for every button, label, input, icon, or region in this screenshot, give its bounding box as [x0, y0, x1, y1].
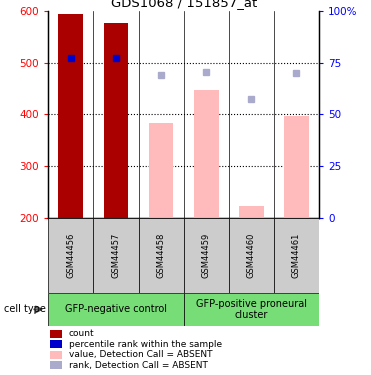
Bar — [284, 116, 309, 218]
Text: percentile rank within the sample: percentile rank within the sample — [69, 340, 222, 349]
Bar — [138, 217, 184, 292]
Bar — [104, 22, 128, 218]
Bar — [194, 90, 219, 218]
Text: value, Detection Call = ABSENT: value, Detection Call = ABSENT — [69, 350, 212, 359]
Text: GFP-positive proneural
cluster: GFP-positive proneural cluster — [196, 298, 307, 320]
Text: GSM44461: GSM44461 — [292, 232, 301, 278]
Text: count: count — [69, 329, 94, 338]
Bar — [58, 14, 83, 217]
Text: GFP-negative control: GFP-negative control — [65, 304, 167, 314]
Bar — [274, 217, 319, 292]
Bar — [149, 123, 174, 218]
Text: GSM44457: GSM44457 — [111, 232, 121, 278]
Text: cell type: cell type — [4, 304, 46, 314]
Bar — [184, 217, 229, 292]
Text: GSM44458: GSM44458 — [157, 232, 165, 278]
Text: GSM44459: GSM44459 — [202, 232, 211, 278]
Text: GSM44456: GSM44456 — [66, 232, 75, 278]
Title: GDS1068 / 151857_at: GDS1068 / 151857_at — [111, 0, 257, 9]
Bar — [48, 292, 184, 326]
Bar — [48, 217, 93, 292]
Bar — [239, 206, 264, 218]
Bar — [229, 217, 274, 292]
Text: rank, Detection Call = ABSENT: rank, Detection Call = ABSENT — [69, 361, 207, 370]
Text: GSM44460: GSM44460 — [247, 232, 256, 278]
Bar — [184, 292, 319, 326]
Bar — [93, 217, 138, 292]
